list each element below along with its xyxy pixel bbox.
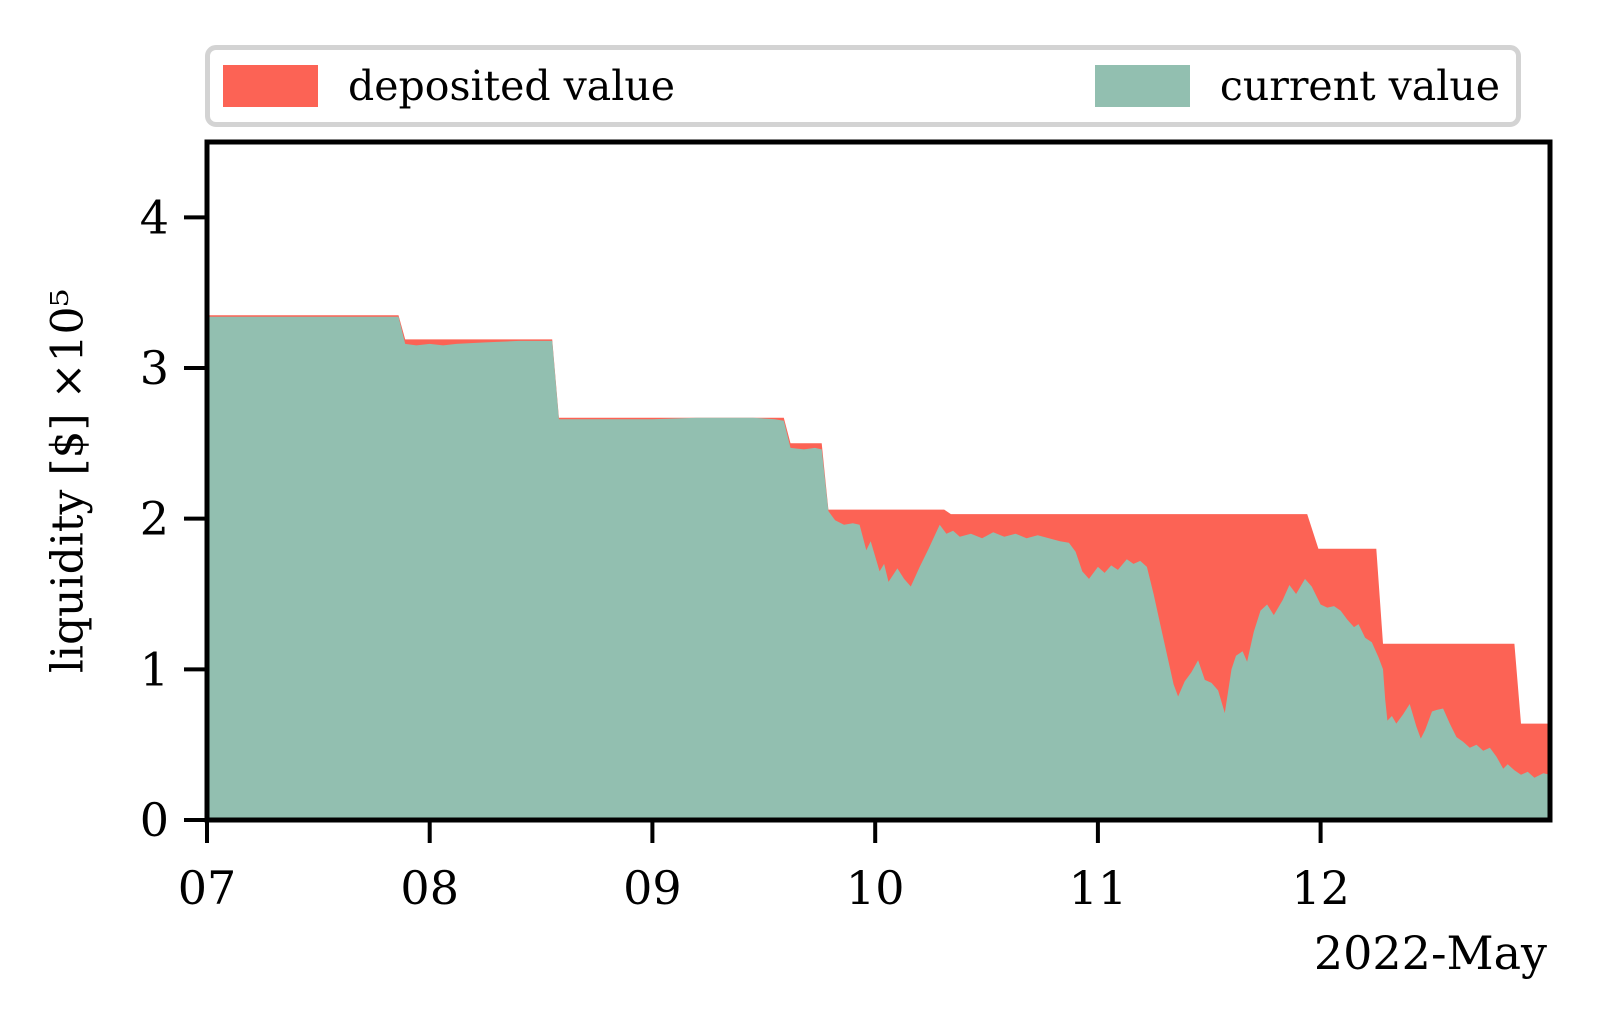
legend: deposited value current value: [205, 45, 1521, 127]
area-current-value: [207, 316, 1550, 820]
x-tick-label: 10: [846, 861, 905, 915]
current-value-swatch: [1094, 65, 1190, 107]
y-tick-label: 0: [140, 793, 169, 847]
legend-item-deposited: deposited value: [223, 65, 675, 107]
legend-label-current: current value: [1219, 61, 1500, 110]
y-tick-label: 4: [140, 190, 169, 244]
legend-item-current: current value: [1094, 61, 1500, 110]
x-tick-label: 11: [1069, 861, 1128, 915]
x-tick-label: 08: [400, 861, 459, 915]
legend-label-deposited: deposited value: [348, 61, 675, 110]
y-axis-label: liquidity [$] ×10⁵: [42, 288, 94, 674]
y-tick-label: 1: [140, 642, 169, 696]
plot-border: [204, 139, 1553, 823]
x-tick-label: 09: [623, 861, 682, 915]
x-axis-label: 2022-May: [1313, 926, 1547, 980]
x-tick-label: 07: [178, 861, 237, 915]
deposited-value-swatch: [223, 65, 318, 107]
x-tick-label: 12: [1291, 861, 1350, 915]
y-tick-label: 2: [140, 492, 169, 546]
y-tick-label: 3: [140, 341, 169, 395]
